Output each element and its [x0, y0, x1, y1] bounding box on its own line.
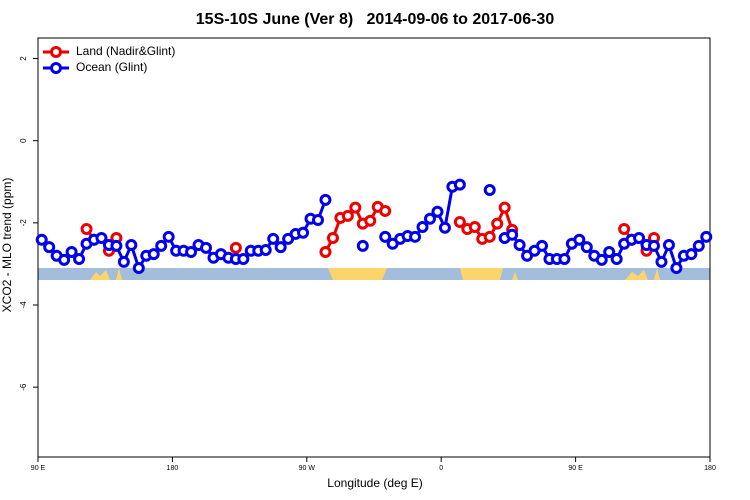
data-point	[670, 262, 683, 275]
data-point	[700, 230, 713, 243]
data-point	[648, 239, 660, 252]
data-point	[147, 248, 160, 261]
data-point	[603, 246, 616, 259]
data-point	[229, 241, 242, 254]
data-point	[468, 220, 481, 233]
x-tick-label: 180	[167, 465, 179, 472]
x-tick-label: 90 E	[568, 465, 583, 472]
data-point	[162, 230, 175, 243]
data-point	[237, 253, 250, 266]
legend-marker	[50, 62, 62, 74]
land-strip	[90, 268, 660, 280]
x-tick-label: 0	[439, 465, 443, 472]
data-point	[259, 243, 272, 256]
data-point	[297, 226, 310, 239]
series	[35, 178, 713, 275]
data-point	[356, 239, 369, 252]
x-tick-label: 90 E	[31, 465, 46, 472]
plot-frame	[37, 37, 711, 458]
y-tick-label: -4	[19, 301, 28, 309]
data-point	[685, 248, 698, 261]
data-point	[274, 241, 287, 254]
data-point	[491, 217, 504, 230]
data-point	[58, 253, 71, 266]
x-tick-label: 180	[704, 465, 716, 472]
chart-title: 15S-10S June (Ver 8) 2014-09-06 to 2017-…	[196, 11, 555, 28]
data-point	[483, 230, 496, 243]
data-point	[326, 232, 339, 245]
data-point	[558, 253, 571, 266]
legend-label: Land (Nadir&Glint)	[76, 44, 175, 58]
data-point	[692, 239, 705, 252]
y-axis-label: XCO2 - MLO trend (ppm)	[0, 178, 14, 313]
y-tick-label: 0	[19, 138, 28, 143]
x-tick-label: 90 W	[299, 465, 316, 472]
data-point	[312, 213, 324, 226]
data-point	[438, 221, 451, 234]
data-point	[379, 230, 392, 243]
data-point	[319, 193, 332, 206]
data-point	[453, 216, 466, 229]
data-point	[431, 205, 444, 218]
y-tick-label: -2	[19, 219, 28, 227]
data-point	[80, 223, 93, 236]
data-point	[185, 246, 198, 259]
data-point	[416, 220, 429, 233]
data-point	[110, 239, 123, 252]
data-point	[267, 232, 280, 245]
data-point	[498, 201, 511, 214]
legend-marker	[50, 46, 62, 58]
data-point	[125, 239, 138, 252]
data-point	[655, 255, 668, 268]
data-point	[409, 230, 422, 243]
data-point	[95, 232, 108, 245]
data-point	[349, 201, 362, 214]
y-tick-label: 2	[19, 56, 28, 61]
legend: Land (Nadir&Glint) Ocean (Glint)	[43, 44, 175, 74]
data-point	[662, 239, 675, 252]
data-point	[536, 239, 548, 252]
data-point	[573, 233, 586, 246]
data-point	[341, 209, 354, 222]
legend-label: Ocean (Glint)	[76, 60, 147, 74]
data-point	[35, 233, 48, 246]
data-point	[633, 232, 646, 245]
data-point	[618, 223, 631, 236]
data-point	[513, 239, 526, 252]
data-point	[379, 204, 392, 217]
data-point	[73, 253, 86, 266]
x-axis-label: Longitude (deg E)	[327, 476, 422, 490]
data-point	[364, 214, 377, 227]
data-point	[453, 178, 466, 191]
data-point	[595, 253, 608, 266]
data-point	[483, 183, 496, 196]
data-point	[65, 246, 78, 259]
data-point	[117, 255, 130, 268]
data-point	[580, 241, 593, 254]
data-point	[506, 228, 519, 241]
data-point	[424, 212, 436, 225]
y-tick-label: -6	[19, 383, 28, 391]
data-point	[43, 241, 56, 254]
data-point	[200, 241, 212, 254]
data-point	[610, 253, 623, 266]
data-point	[319, 246, 332, 259]
data-point	[132, 262, 145, 275]
data-point	[155, 239, 168, 252]
